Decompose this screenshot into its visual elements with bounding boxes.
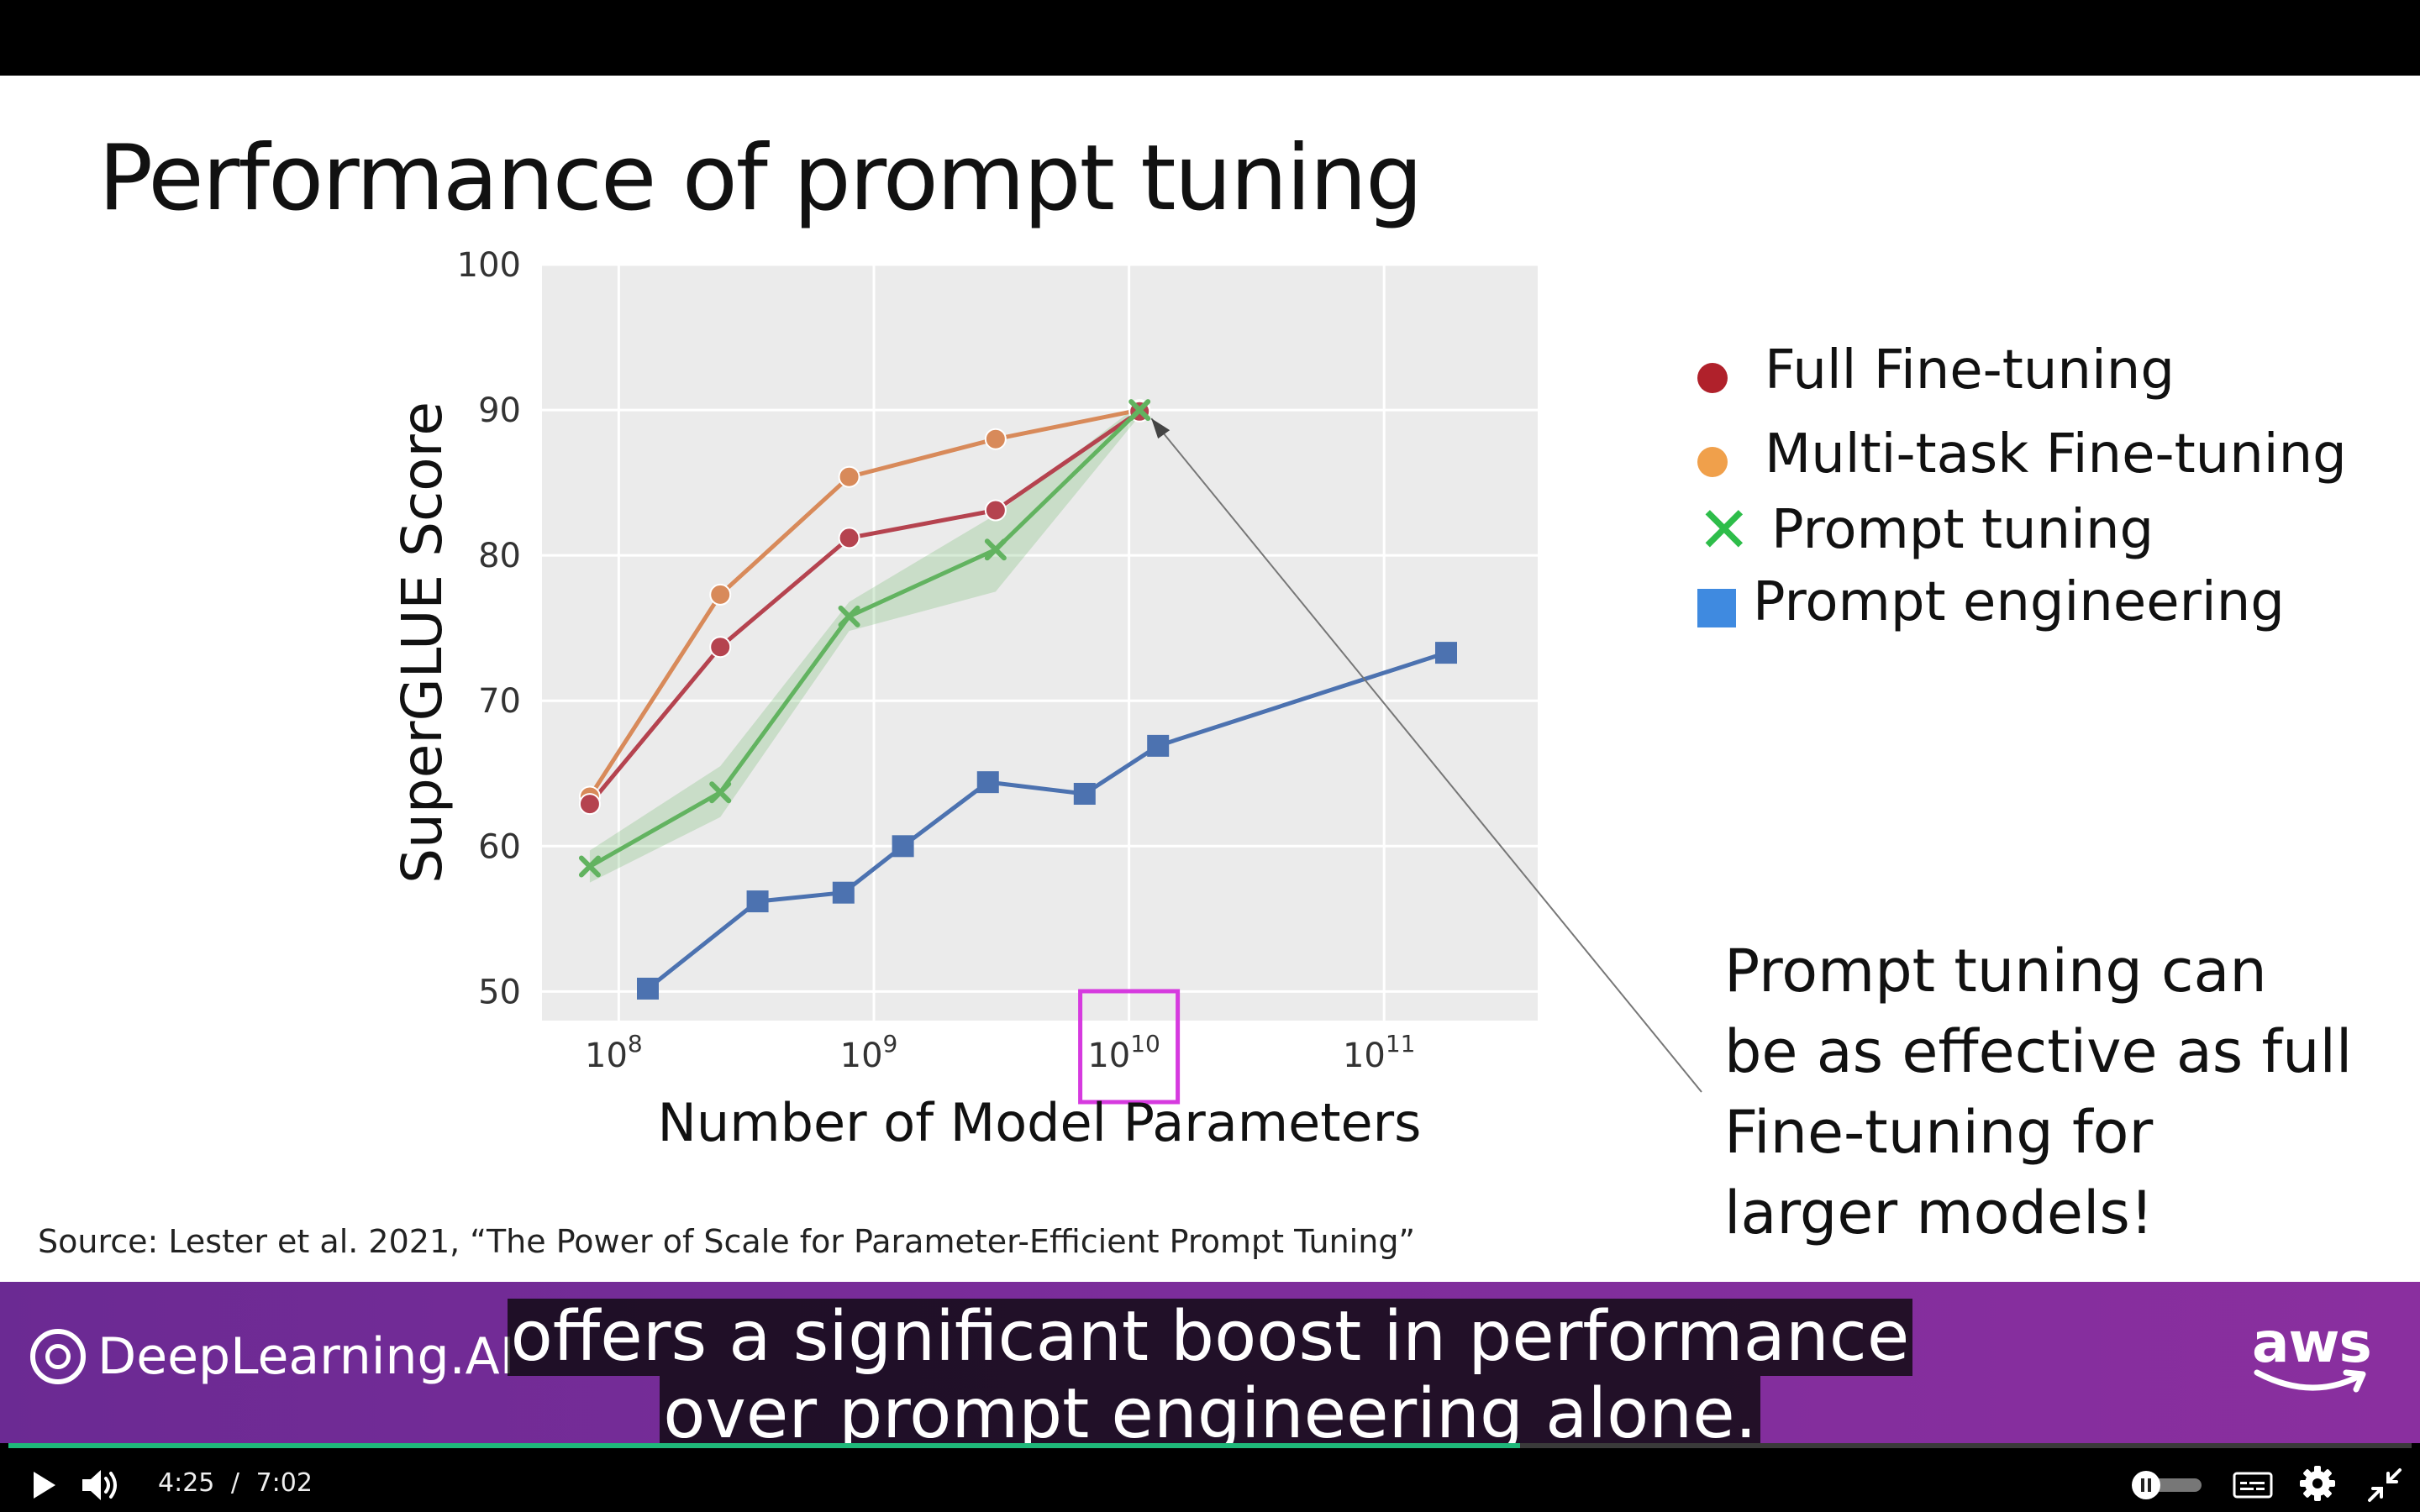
legend-item: Full Fine-tuning <box>1697 333 2175 408</box>
gear-icon <box>2300 1466 2335 1501</box>
callout-line: Prompt tuning can <box>1724 937 2267 1005</box>
data-point <box>709 583 732 606</box>
tick-layer: 50 60 70 80 90 100 108 109 1010 1011 <box>457 246 1416 1075</box>
deeplearning-logo-text: DeepLearning.AI <box>97 1327 515 1386</box>
data-point <box>838 527 860 549</box>
data-point <box>1073 783 1096 805</box>
deeplearning-logo-icon <box>30 1329 86 1384</box>
annotation-arrowhead <box>1151 418 1171 439</box>
data-point <box>578 793 601 816</box>
legend-circle-marker <box>1697 447 1728 477</box>
data-point <box>892 835 914 858</box>
x-axis-label: Number of Model Parameters <box>658 1092 1422 1153</box>
aws-logo-text: aws <box>2252 1310 2372 1375</box>
video-controls: 4:25 / 7:02 <box>0 1443 2420 1512</box>
current-time: 4:25 <box>158 1468 215 1498</box>
legend-label: Full Fine-tuning <box>1765 339 2175 402</box>
data-point <box>578 855 601 878</box>
data-point <box>984 428 1007 450</box>
legend-label: Prompt tuning <box>1771 499 2154 561</box>
plot-background <box>542 265 1538 1021</box>
playback-toggle[interactable] <box>2129 1468 2205 1502</box>
x-tick-label: 1010 <box>1087 1030 1160 1075</box>
closed-captions-icon <box>2233 1472 2273 1499</box>
callout-text: Prompt tuning can be as effective as ful… <box>1724 931 2396 1253</box>
data-point <box>746 890 769 913</box>
data-point <box>1128 399 1151 422</box>
play-button[interactable] <box>27 1468 60 1502</box>
progress-bar[interactable] <box>8 1443 2412 1448</box>
legend-item: Prompt engineering <box>1697 564 2285 640</box>
toggle-switch-icon <box>2132 1471 2202 1499</box>
exit-fullscreen-button[interactable] <box>2366 1467 2403 1504</box>
marker-layer <box>578 399 1457 1000</box>
time-separator: / <box>230 1468 240 1498</box>
deeplearning-ai-logo: DeepLearning.AI <box>30 1327 514 1386</box>
chart: 50 60 70 80 90 100 108 109 1010 1011 Number of Mo… <box>390 246 1702 1153</box>
band-layer <box>589 404 1140 883</box>
data-point <box>709 781 732 804</box>
confidence-band <box>589 404 1140 883</box>
x-tick-label: 108 <box>585 1030 643 1075</box>
callout-line: Fine-tuning for <box>1724 1098 2154 1167</box>
slide: Performance of prompt tuning 50 60 70 80 90 1… <box>0 76 2420 1282</box>
captions-button[interactable] <box>2232 1468 2274 1502</box>
annotation-arrow <box>1150 417 1702 1093</box>
slide-title: Performance of prompt tuning <box>98 126 1423 231</box>
duration: 7:02 <box>255 1468 313 1498</box>
legend-label: Multi-task Fine-tuning <box>1765 423 2347 486</box>
time-display: 4:25 / 7:02 <box>158 1468 313 1498</box>
y-tick-label: 90 <box>478 391 521 430</box>
source-citation: Source: Lester et al. 2021, “The Power o… <box>38 1223 1416 1260</box>
y-tick-label: 80 <box>478 537 521 575</box>
x-tick-label: 109 <box>840 1030 898 1075</box>
aws-smile-icon <box>2254 1369 2366 1393</box>
grid-layer <box>542 263 1538 1021</box>
exit-fullscreen-icon <box>2368 1468 2402 1502</box>
data-point <box>976 771 999 794</box>
play-icon <box>34 1472 55 1499</box>
volume-button[interactable] <box>79 1467 123 1504</box>
aws-logo: aws <box>2252 1310 2372 1396</box>
data-point <box>636 977 659 1000</box>
progress-fill <box>8 1443 1520 1448</box>
data-point <box>838 465 860 488</box>
legend-item: Multi-task Fine-tuning <box>1697 417 2347 492</box>
callout-line: larger models! <box>1724 1179 2154 1247</box>
legend-x-marker: ✕ <box>1697 492 1751 567</box>
caption-line: over prompt engineering alone. <box>660 1376 1760 1453</box>
series-line <box>646 650 1447 990</box>
y-axis-label: SuperGLUE Score <box>390 402 455 884</box>
data-point <box>1147 734 1170 757</box>
legend-circle-marker <box>1697 363 1728 393</box>
tick-highlight-box <box>1078 989 1181 1105</box>
data-point <box>709 636 732 659</box>
data-point <box>832 881 855 904</box>
caption-line: offers a significant boost in performanc… <box>507 1299 1913 1376</box>
data-point <box>838 605 860 627</box>
data-point <box>984 499 1007 522</box>
y-tick-label: 60 <box>478 827 521 866</box>
y-tick-label: 50 <box>478 973 521 1011</box>
callout-line: be as effective as full <box>1724 1017 2353 1086</box>
legend-label: Prompt engineering <box>1753 571 2285 633</box>
data-point <box>984 538 1007 561</box>
legend-item: ✕ Prompt tuning <box>1697 492 2154 568</box>
volume-icon <box>82 1470 117 1500</box>
y-tick-label: 100 <box>457 246 521 285</box>
settings-button[interactable] <box>2299 1465 2336 1502</box>
captions: offers a significant boost in performanc… <box>0 1299 2420 1453</box>
y-tick-label: 70 <box>478 682 521 721</box>
x-tick-label: 1011 <box>1343 1030 1416 1075</box>
legend-square-marker <box>1697 589 1736 627</box>
data-point <box>1434 642 1457 664</box>
